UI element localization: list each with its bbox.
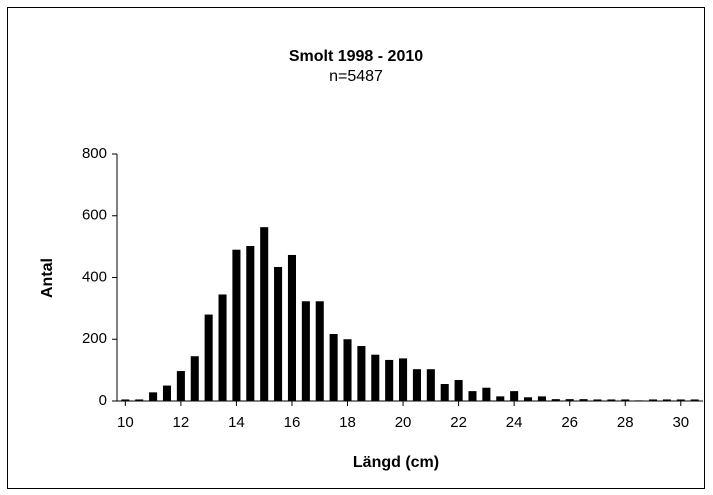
bar [260,227,269,401]
bar [468,391,477,401]
bar [301,301,310,401]
x-tick-label: 28 [617,414,634,431]
y-axis-label: Antal [39,258,56,298]
bar [149,392,158,401]
chart-frame [7,7,705,489]
bar [607,399,616,401]
y-tick-label: 800 [82,145,107,162]
x-tick-label: 16 [284,414,301,431]
bar [551,399,560,401]
bar [246,246,255,401]
bar [635,400,644,401]
bar [454,380,463,401]
x-tick-label: 22 [450,414,467,431]
x-tick-label: 10 [117,414,134,431]
bar [190,356,199,401]
bar [426,369,435,401]
bar [621,399,630,401]
bar [412,369,421,401]
bar [329,334,338,401]
y-tick-label: 0 [99,392,107,409]
y-tick-label: 400 [82,268,107,285]
bar [510,391,519,401]
bar [662,399,671,401]
bar [176,371,185,401]
x-tick-label: 30 [672,414,689,431]
bar [315,301,324,401]
x-axis-label: Längd (cm) [353,454,439,471]
x-tick-label: 24 [506,414,523,431]
bar [218,294,227,401]
bar [565,399,574,401]
bar [524,397,533,401]
x-tick-label: 18 [339,414,356,431]
bar [274,267,283,401]
x-tick-label: 20 [395,414,412,431]
bar [690,399,699,401]
bar [496,396,505,401]
bar [135,399,144,401]
bar [343,339,352,401]
bar [537,396,546,401]
bar [287,254,296,401]
bar [371,354,380,401]
bar [385,359,394,401]
chart-title: Smolt 1998 - 2010 [289,48,423,65]
bar [357,346,366,401]
bar [399,358,408,401]
x-tick-label: 14 [228,414,245,431]
bar [482,387,491,401]
chart-subtitle: n=5487 [329,68,383,85]
bar [232,249,241,401]
bar [648,399,658,401]
bar [440,384,449,401]
x-tick-label: 26 [561,414,578,431]
bar [579,399,588,401]
x-tick-label: 12 [173,414,190,431]
y-tick-label: 200 [82,330,107,347]
bar [121,399,130,401]
bar [676,399,685,401]
bar [204,314,213,401]
bar [593,399,602,401]
y-tick-label: 600 [82,207,107,224]
bar [162,385,172,401]
